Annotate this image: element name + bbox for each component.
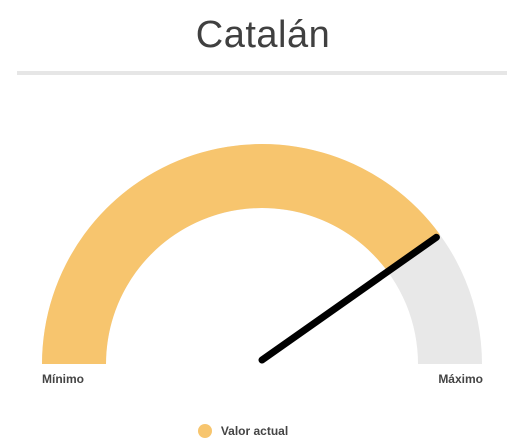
gauge-value-arc: [42, 144, 440, 364]
legend-swatch[interactable]: [197, 424, 212, 438]
max-label: Máximo: [438, 372, 483, 386]
title-divider: [17, 71, 507, 75]
legend: Valor actual: [0, 424, 526, 438]
legend-label[interactable]: Valor actual: [220, 424, 289, 438]
chart-title: Catalán: [195, 14, 331, 56]
min-label: Mínimo: [42, 372, 84, 386]
gauge-needle: [258, 233, 440, 364]
